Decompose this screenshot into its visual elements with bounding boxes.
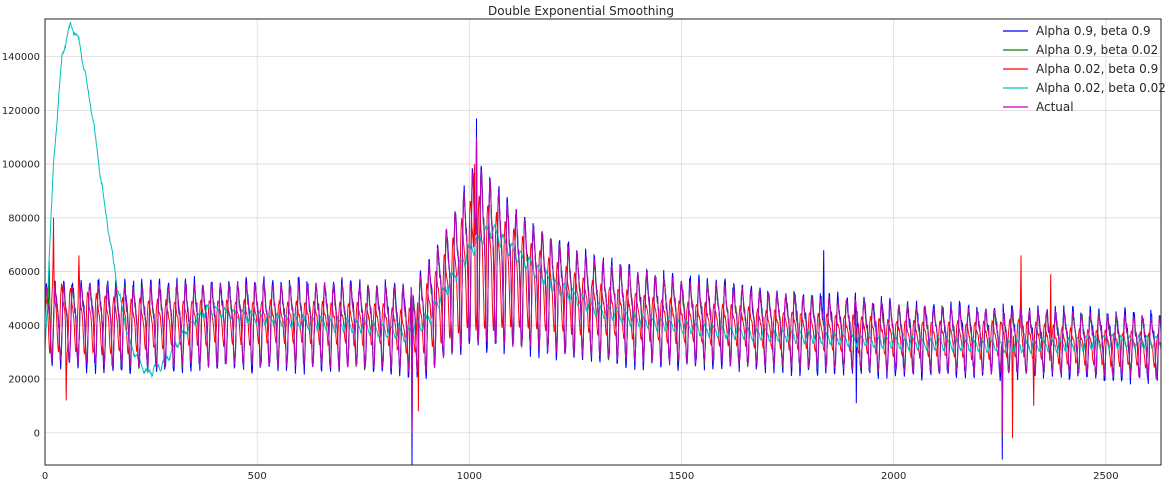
y-axis: 0 20000 40000 60000 80000 100000 120000 140000 bbox=[2, 52, 40, 439]
chart-title: Double Exponential Smoothing bbox=[488, 4, 674, 18]
legend-label: Actual bbox=[1036, 100, 1074, 114]
x-tick-label: 2500 bbox=[1093, 471, 1118, 482]
y-tick-label: 60000 bbox=[8, 267, 40, 278]
y-tick-label: 20000 bbox=[8, 375, 40, 386]
x-tick-label: 1000 bbox=[457, 471, 482, 482]
y-tick-label: 0 bbox=[34, 428, 40, 439]
x-tick-label: 500 bbox=[248, 471, 267, 482]
series-line-4 bbox=[45, 137, 1161, 436]
y-tick-label: 80000 bbox=[8, 213, 40, 224]
legend-label: Alpha 0.02, beta 0.9 bbox=[1036, 62, 1158, 76]
y-tick-label: 120000 bbox=[2, 106, 40, 117]
legend: Alpha 0.9, beta 0.9 Alpha 0.9, beta 0.02 A… bbox=[1003, 24, 1166, 114]
legend-label: Alpha 0.9, beta 0.9 bbox=[1036, 24, 1151, 38]
x-axis: 0 500 1000 1500 2000 2500 bbox=[42, 471, 1119, 482]
x-tick-label: 1500 bbox=[669, 471, 694, 482]
grid-lines bbox=[44, 19, 1161, 465]
plot-frame bbox=[44, 18, 1162, 466]
y-tick-label: 100000 bbox=[2, 160, 40, 171]
series-lines bbox=[45, 22, 1161, 465]
legend-label: Alpha 0.02, beta 0.02 bbox=[1036, 81, 1166, 95]
x-tick-label: 0 bbox=[42, 471, 48, 482]
x-tick-label: 2000 bbox=[881, 471, 906, 482]
y-tick-label: 140000 bbox=[2, 52, 40, 63]
y-tick-label: 40000 bbox=[8, 321, 40, 332]
series-line-2 bbox=[45, 164, 1161, 439]
legend-label: Alpha 0.9, beta 0.02 bbox=[1036, 43, 1158, 57]
